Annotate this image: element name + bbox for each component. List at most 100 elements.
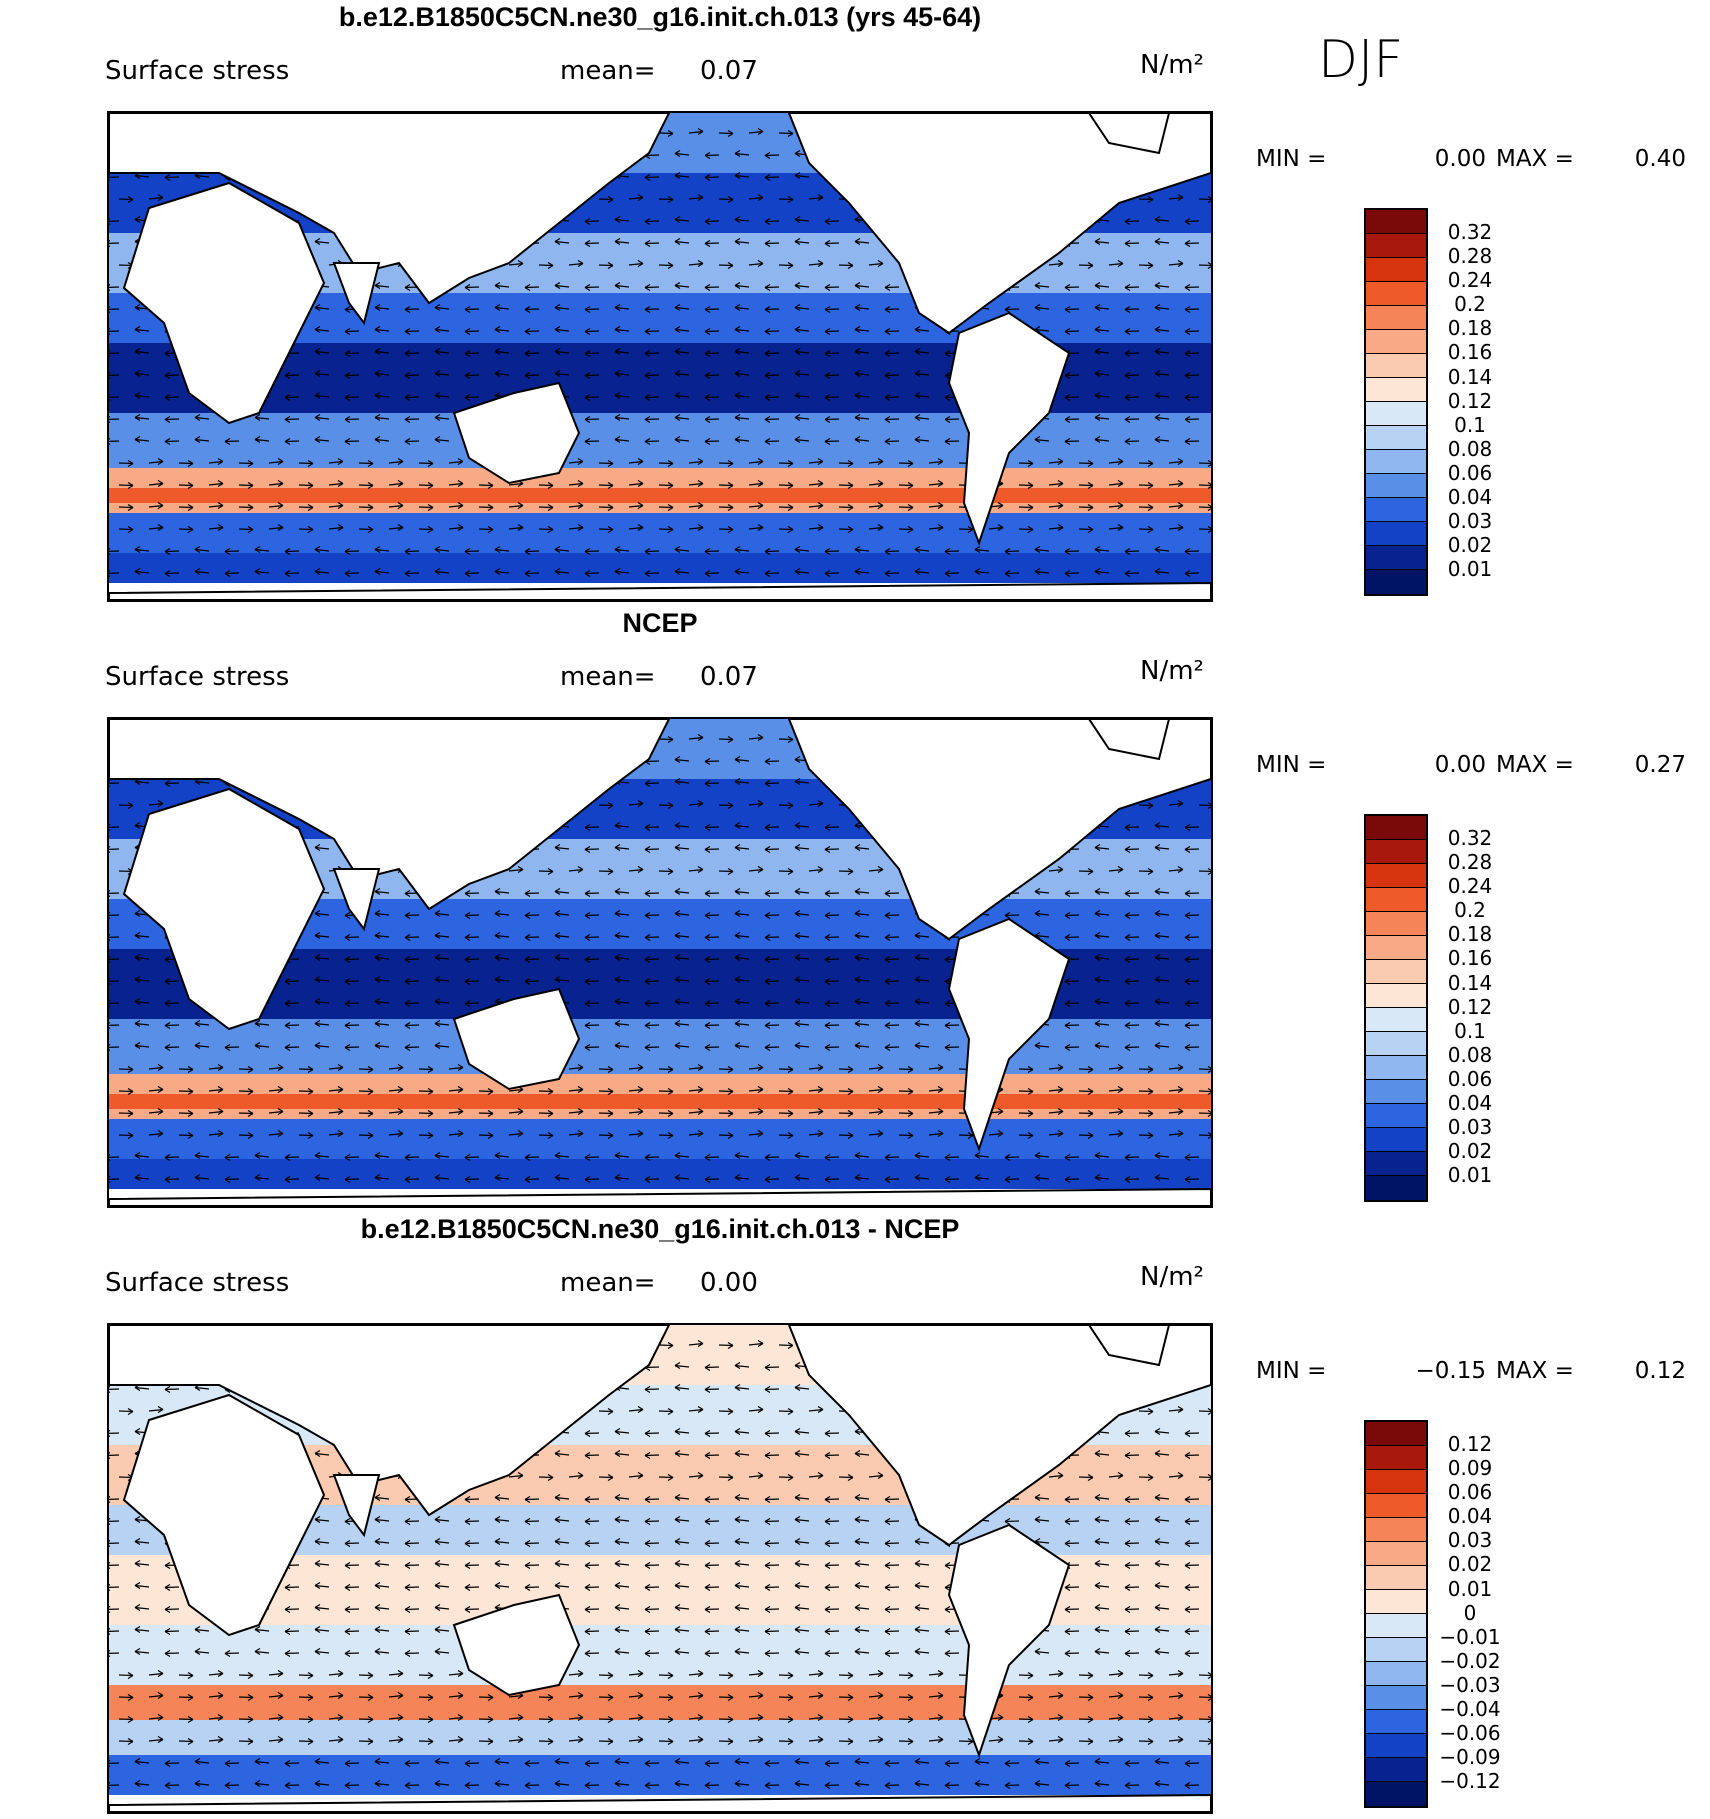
- wind-vector: [178, 1112, 194, 1115]
- colorbar-labels: 0.32 0.28 0.24 0.2 0.18 0.16 0.14 0.12 0.1 0.08 0.…: [1430, 220, 1510, 581]
- wind-vector: [524, 1762, 540, 1765]
- wind-vector-head: [487, 481, 494, 490]
- wind-vector: [688, 1716, 704, 1720]
- wind-vector-head: [1094, 997, 1101, 1006]
- wind-vector-head: [344, 393, 351, 402]
- wind-vector: [1078, 1718, 1094, 1721]
- colorbar-tick-label: 0.12: [1447, 994, 1493, 1019]
- wind-vector-head: [1154, 215, 1161, 224]
- wind-vector-head: [614, 843, 621, 852]
- wind-vector: [614, 1628, 630, 1632]
- wind-vector-head: [1184, 977, 1191, 986]
- wind-vector: [568, 1694, 584, 1698]
- wind-vector-head: [824, 1627, 831, 1636]
- wind-vector-head: [637, 1063, 644, 1072]
- colorbar-tick-label: −0.12: [1439, 1769, 1501, 1794]
- wind-vector: [1064, 914, 1080, 917]
- wind-vector-head: [464, 1605, 471, 1614]
- wind-vector: [614, 284, 630, 288]
- wind-vector-head: [1154, 1779, 1161, 1788]
- wind-vector-head: [824, 1021, 831, 1030]
- min-max-readout: MIN = 0.00 MAX = 0.40: [1256, 146, 1686, 172]
- wind-vector: [134, 1540, 150, 1544]
- wind-vector: [734, 1518, 750, 1522]
- wind-vector-head: [854, 435, 861, 444]
- wind-vector: [464, 1178, 480, 1181]
- colorbar-swatch: [1366, 1152, 1426, 1176]
- wind-vector-head: [404, 1583, 411, 1592]
- wind-vector: [1124, 1002, 1140, 1005]
- wind-vector-head: [524, 1759, 531, 1768]
- wind-vector: [118, 198, 134, 201]
- wind-vector: [868, 482, 884, 486]
- wind-vector: [884, 396, 900, 399]
- wind-vector: [598, 1718, 614, 1721]
- wind-vector: [1198, 1090, 1211, 1093]
- wind-vector: [794, 978, 810, 982]
- wind-vector: [734, 1496, 750, 1500]
- wind-vector: [1108, 1132, 1124, 1136]
- wind-vector: [448, 1088, 464, 1092]
- wind-vector-head: [577, 1085, 584, 1094]
- wind-vector: [838, 484, 854, 487]
- wind-vector-head: [697, 1063, 704, 1072]
- wind-vector-head: [1177, 1669, 1184, 1678]
- wind-vector: [658, 1112, 674, 1115]
- wind-vector-head: [854, 821, 861, 830]
- wind-vector: [164, 1784, 180, 1787]
- wind-vector: [718, 484, 734, 487]
- wind-vector-head: [727, 1087, 734, 1096]
- wind-vector: [1108, 1672, 1124, 1676]
- wind-vector: [644, 1608, 660, 1611]
- wind-vector: [658, 462, 674, 465]
- wind-vector-head: [1184, 437, 1191, 446]
- wind-vector-head: [1064, 1175, 1071, 1184]
- wind-vector: [884, 980, 900, 983]
- wind-vector-head: [944, 1649, 951, 1658]
- wind-vector: [1034, 306, 1050, 310]
- wind-vector-head: [877, 259, 884, 268]
- wind-vector-head: [224, 1153, 231, 1162]
- wind-vector-head: [524, 283, 531, 292]
- wind-vector: [1198, 462, 1211, 465]
- wind-vector: [898, 528, 914, 531]
- wind-vector: [314, 438, 330, 442]
- wind-vector: [718, 804, 734, 807]
- wind-vector-head: [914, 325, 921, 334]
- wind-vector: [688, 130, 704, 134]
- wind-vector-head: [1094, 1625, 1101, 1634]
- wind-vector-head: [337, 1735, 344, 1744]
- wind-vector-head: [517, 259, 524, 268]
- wind-vector-head: [674, 1019, 681, 1028]
- wind-vector: [1184, 1542, 1200, 1545]
- wind-vector: [134, 956, 150, 960]
- wind-vector-head: [157, 1405, 164, 1414]
- wind-vector-head: [734, 215, 741, 224]
- wind-vector: [778, 1134, 794, 1137]
- wind-vector-head: [764, 977, 771, 986]
- wind-vector-head: [524, 1153, 531, 1162]
- wind-vector: [1154, 956, 1170, 960]
- wind-vector-head: [464, 1517, 471, 1526]
- wind-vector: [598, 198, 614, 201]
- wind-vector: [1124, 418, 1140, 421]
- wind-vector-head: [584, 933, 591, 942]
- wind-vector-head: [109, 1649, 111, 1658]
- wind-vector: [764, 1178, 780, 1181]
- wind-vector-head: [704, 393, 711, 402]
- wind-vector-head: [697, 1713, 704, 1722]
- wind-vector: [794, 218, 810, 222]
- wind-vector: [1184, 1520, 1200, 1523]
- wind-vector-head: [164, 1153, 171, 1162]
- wind-vector: [374, 1154, 390, 1158]
- wind-vector-head: [254, 1151, 261, 1160]
- wind-vector: [568, 1110, 584, 1114]
- wind-vector: [554, 350, 570, 354]
- wind-vector-head: [1004, 1759, 1011, 1768]
- wind-vector: [494, 1540, 510, 1544]
- wind-vector: [764, 1454, 780, 1457]
- wind-vector: [884, 1156, 900, 1159]
- wind-vector: [1198, 1696, 1211, 1699]
- wind-vector: [1064, 286, 1080, 289]
- wind-vector: [208, 460, 224, 464]
